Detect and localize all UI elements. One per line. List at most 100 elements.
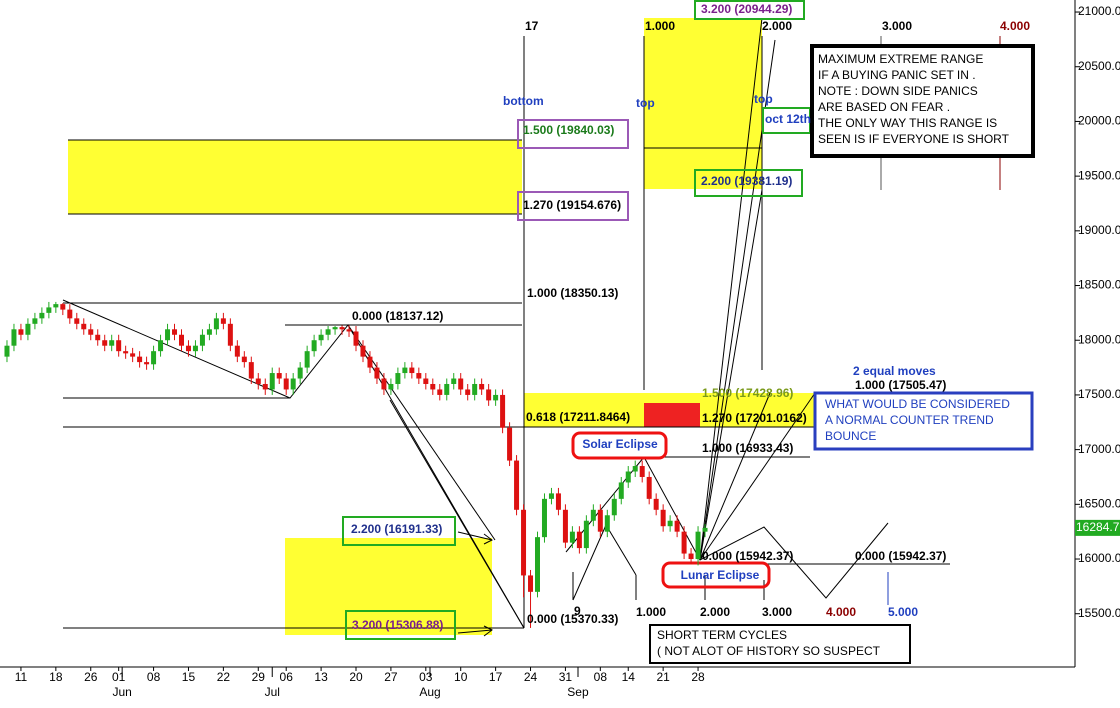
candle-body — [597, 509, 603, 532]
candle-body — [493, 394, 499, 401]
candle-body — [583, 520, 589, 549]
drawings — [0, 0, 1076, 668]
zone — [644, 403, 700, 427]
annotation: 1.000 (16933.43) — [702, 441, 793, 455]
x-tick-label: 13 — [314, 670, 328, 684]
candle-body — [381, 378, 387, 390]
x-tick-label: 20 — [349, 670, 363, 684]
annotation: 0.000 (15942.37) — [855, 549, 946, 563]
label-box — [517, 191, 629, 221]
candle-body — [465, 389, 471, 395]
candle-body — [555, 493, 561, 510]
candle-body — [548, 493, 554, 499]
annotation: 2.200 (19381.19) — [701, 174, 792, 188]
candle-body — [262, 383, 268, 390]
annotation: 1.000 — [636, 605, 666, 619]
candle-body — [646, 476, 652, 499]
annotation: 1.500 (17428.96) — [702, 386, 793, 400]
note-box — [810, 44, 1035, 158]
candle-body — [632, 466, 638, 472]
candle-body — [325, 329, 331, 335]
last-price-tag — [1075, 519, 1120, 536]
candle-body — [639, 466, 645, 477]
candle-body — [213, 318, 219, 330]
candle-body — [360, 345, 366, 357]
candle-body — [395, 373, 401, 384]
y-tick-label: 16000.00 — [1078, 551, 1120, 565]
candle-body — [297, 367, 303, 379]
candle-body — [576, 531, 582, 549]
x-tick-label: 10 — [454, 670, 468, 684]
x-tick-label: 26 — [84, 670, 98, 684]
note-line: A NORMAL COUNTER TREND — [825, 413, 994, 427]
label-box — [345, 610, 456, 640]
candle-body — [604, 515, 610, 532]
candle-body — [416, 373, 422, 379]
label-box — [517, 119, 629, 149]
candle-body — [165, 329, 171, 341]
note-line: SEEN IS IF EVERYONE IS SHORT — [818, 132, 1010, 146]
candle-body — [269, 373, 275, 390]
candle-body — [367, 356, 373, 368]
annotation: 4.000 — [1000, 19, 1030, 33]
note-line: SHORT TERM CYCLES — [657, 628, 787, 642]
candle-body — [318, 334, 324, 341]
candle-body — [74, 318, 80, 324]
candle-body — [25, 323, 31, 335]
label-box — [342, 516, 456, 546]
arrow — [457, 531, 493, 541]
candle-body — [660, 509, 666, 527]
y-tick-label: 19000.00 — [1078, 223, 1120, 237]
candle-body — [255, 378, 261, 384]
zone — [68, 140, 522, 214]
candle-body — [4, 345, 10, 357]
annotation: 3.200 (20944.29) — [701, 2, 792, 16]
candle-body — [53, 304, 59, 308]
note-line: NOTE : DOWN SIDE PANICS — [818, 84, 978, 98]
candle-body — [674, 520, 680, 532]
fan-line — [699, 392, 771, 561]
candle-body — [130, 353, 136, 357]
y-tick-label: 18000.00 — [1078, 332, 1120, 346]
candle-body — [11, 329, 17, 346]
candle-body — [206, 329, 212, 335]
x-tick-label: 06 — [280, 670, 294, 684]
candle-body — [611, 498, 617, 516]
x-tick-label: 08 — [594, 670, 608, 684]
candle-body — [290, 378, 296, 390]
fan-line — [699, 17, 763, 561]
x-tick-label: 17 — [489, 670, 503, 684]
label-box — [694, 0, 805, 20]
candle-body — [458, 378, 464, 390]
month-label: Sep — [567, 685, 589, 699]
annotation: 2.000 — [762, 19, 792, 33]
candle-body — [402, 367, 408, 374]
x-tick-label: 15 — [182, 670, 196, 684]
x-tick-label: 03 — [419, 670, 433, 684]
candle-body — [332, 327, 338, 330]
y-tick-label: 16500.00 — [1078, 496, 1120, 510]
annotation: 1.000 — [645, 19, 675, 33]
month-label: Jul — [265, 685, 280, 699]
annotation: Solar Eclipse — [582, 437, 658, 451]
annotation: oct 12th — [765, 112, 811, 126]
candle-body — [46, 307, 52, 313]
zigzag — [572, 523, 637, 601]
annotation: top — [636, 96, 655, 110]
candle-body — [562, 509, 568, 543]
x-tick-label: 21 — [656, 670, 670, 684]
candle-body — [688, 553, 694, 560]
label-box — [571, 431, 668, 460]
candle-body — [451, 378, 457, 384]
candle-body — [590, 509, 596, 521]
x-tick-label: 14 — [622, 670, 636, 684]
zone — [644, 18, 762, 189]
x-tick-label: 28 — [691, 670, 705, 684]
x-tick-label: 29 — [252, 670, 266, 684]
annotation: 2.000 — [700, 605, 730, 619]
annotation: 5.000 — [888, 605, 918, 619]
arrow — [457, 629, 493, 634]
candle-body — [311, 340, 317, 352]
candle-body — [276, 373, 282, 379]
candle-body — [109, 340, 115, 346]
